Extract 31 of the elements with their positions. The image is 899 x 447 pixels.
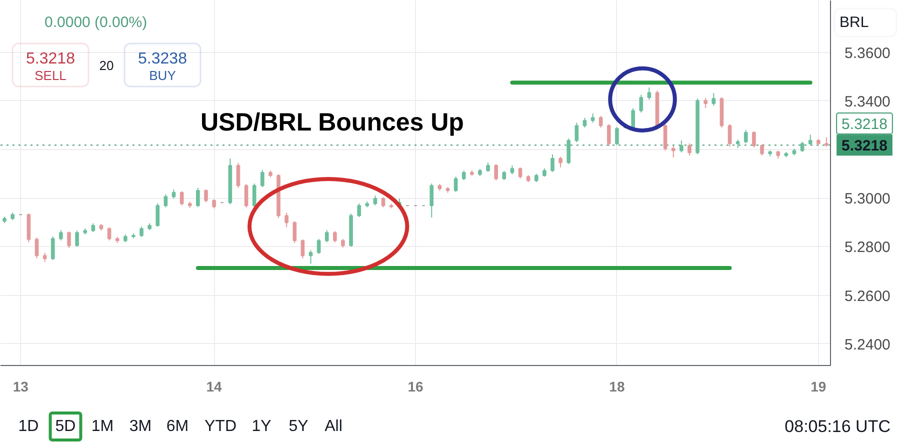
x-tick-label: 16 [408,378,424,394]
annotation: SELL [34,68,66,83]
text: 1D [18,418,39,435]
x-tick-label: 13 [12,378,29,394]
text: 5Y [288,418,309,435]
y-tick-label: 5.2600 [844,288,890,305]
y-tick-label: 5.3000 [844,190,890,208]
text: 08:05:16 UTC [784,417,891,436]
text: 1M [91,418,114,435]
x-tick-label: 19 [810,378,826,394]
annotation: 0.0000 (0.00%) [44,14,148,31]
annotation: 20 [99,58,114,73]
annotation: BUY [149,68,176,83]
text: 5.3218 [842,116,888,133]
annotation: 5.3218 [26,50,76,68]
text: 1Y [252,418,272,435]
annotation: 5.3238 [138,50,188,68]
y-tick-label: 5.3600 [844,44,890,62]
text: 5D [55,418,76,435]
y-tick-label: 5.2800 [844,239,890,256]
x-tick-label: 14 [206,378,222,394]
text: YTD [204,418,236,435]
text: 3M [129,418,152,435]
text: 6M [166,418,189,435]
y-tick-label: 5.2400 [844,336,890,354]
x-tick-label: 18 [609,378,625,394]
ref-line-label: 5.3218 [842,138,888,155]
text: USD/BRL Bounces Up [200,108,464,136]
text: All [324,418,342,435]
y-tick-label: 5.3400 [844,93,890,110]
text: BRL [840,14,869,31]
